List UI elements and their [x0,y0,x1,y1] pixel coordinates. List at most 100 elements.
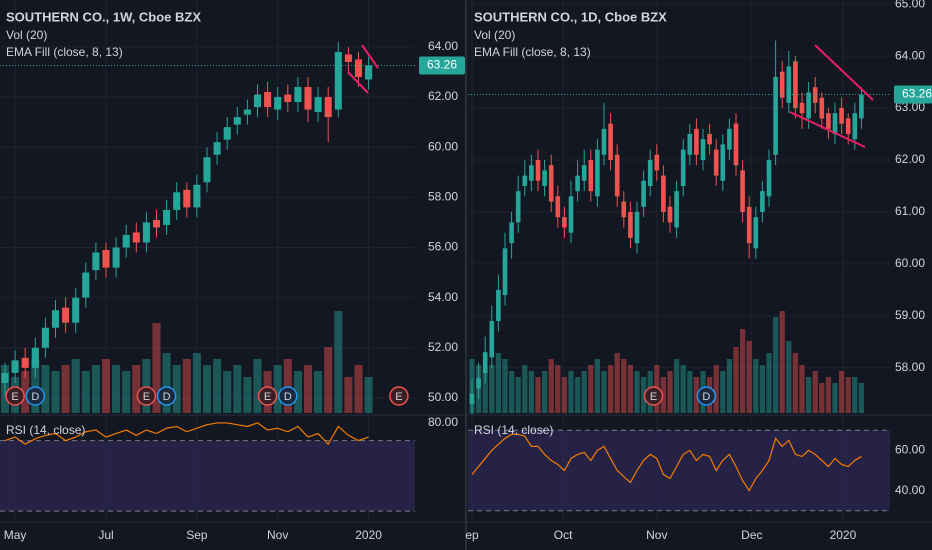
price-badge-label: 63.26 [427,58,457,72]
volume-bar [819,383,825,413]
event-marker [5,386,25,406]
volume-bar [627,365,634,413]
candle-body [51,310,60,328]
volume-bar [243,377,252,413]
event-marker [156,386,177,406]
volume-bar [799,365,805,413]
volume-bar [132,365,141,413]
candle-body [482,352,488,373]
y-tick-label: 64.00 [428,39,458,53]
candle-body [859,94,864,119]
event-marker [643,386,664,406]
y-tick-label: 64.00 [895,48,925,62]
candle-body [11,360,19,373]
y-tick-label: 65.00 [895,0,925,10]
trendlines [347,44,874,148]
y-tick-label: 63.00 [895,100,925,114]
candle-body [304,87,312,110]
volume-bar [273,365,282,413]
indicator-label: EMA Fill (close, 8, 13) [474,45,591,59]
volume-bar [687,371,693,413]
candle-body [647,160,653,186]
volume-bar [568,371,574,413]
volume-bar [502,359,508,413]
candle-body [760,191,765,212]
volume-bar [825,377,832,413]
event-marker [257,386,278,406]
trendline [347,71,369,94]
candle-body [852,113,858,140]
candle-body [601,128,607,155]
x-tick-label: Sep [186,528,208,542]
rsi-band [0,440,415,512]
candle-body [707,134,712,145]
candle-body [112,247,120,268]
y-tick-label: 60.00 [895,256,925,270]
volume-bar [528,371,535,413]
event-label: E [650,391,657,403]
volume-bar [162,353,171,413]
volume-bar [588,365,594,413]
volume-bar [334,311,343,413]
candle-body [72,297,80,323]
volume-bar [51,371,60,413]
event-marker [278,386,298,406]
volume-bar [607,365,614,413]
x-tick-label: Jul [98,528,113,542]
event-label: E [395,391,402,403]
volume-bar [852,377,858,413]
candle-body [102,250,110,268]
candle-body [555,196,561,218]
volume-bar [283,359,292,413]
event-label: E [11,391,18,403]
candle-body [674,191,679,228]
candle-body [1,372,9,383]
candle-body [365,65,373,80]
event-label: D [702,391,710,403]
volume-bar [594,359,601,413]
candle-body [568,196,574,233]
volume-bar [614,353,620,413]
price-badge [419,56,465,75]
candle-body [832,113,838,135]
candle-body [806,92,811,119]
candle-body [786,66,792,103]
candle-body [509,222,514,244]
candle-body [92,252,100,271]
volume-bar [805,377,812,413]
volume-bar [314,371,323,413]
candle-body [62,307,70,323]
candle-body [819,97,825,119]
event-label: D [284,391,292,403]
candle-body [183,189,191,208]
candle-body [634,211,640,244]
trendline [361,44,379,69]
candle-body [720,144,726,181]
candle-body [314,97,322,113]
candle-body [588,160,594,192]
volume-bar [548,359,554,413]
candle-body [581,165,587,181]
candle-body [193,184,201,208]
trendline [789,111,866,148]
candle-body [476,378,481,389]
candle-body [469,393,475,405]
volume-bar [792,353,799,413]
volume-bar [720,371,726,413]
volume-bar [182,359,191,413]
y-tick-label: 58.00 [895,360,925,374]
candle-body [122,234,130,248]
volume-bar [753,359,759,413]
candle-body [654,154,660,171]
candle-body [489,321,495,358]
candle-body [203,157,211,183]
volume-bar [344,377,353,413]
event-label: E [264,391,271,403]
volume-bar [673,359,680,413]
chart-title: SOUTHERN CO., 1D, Cboe BZX [474,9,667,24]
candle-body [41,327,49,348]
candle-body [766,160,772,197]
candle-body [595,149,600,197]
candle-body [548,165,554,202]
candle-body [812,87,818,103]
